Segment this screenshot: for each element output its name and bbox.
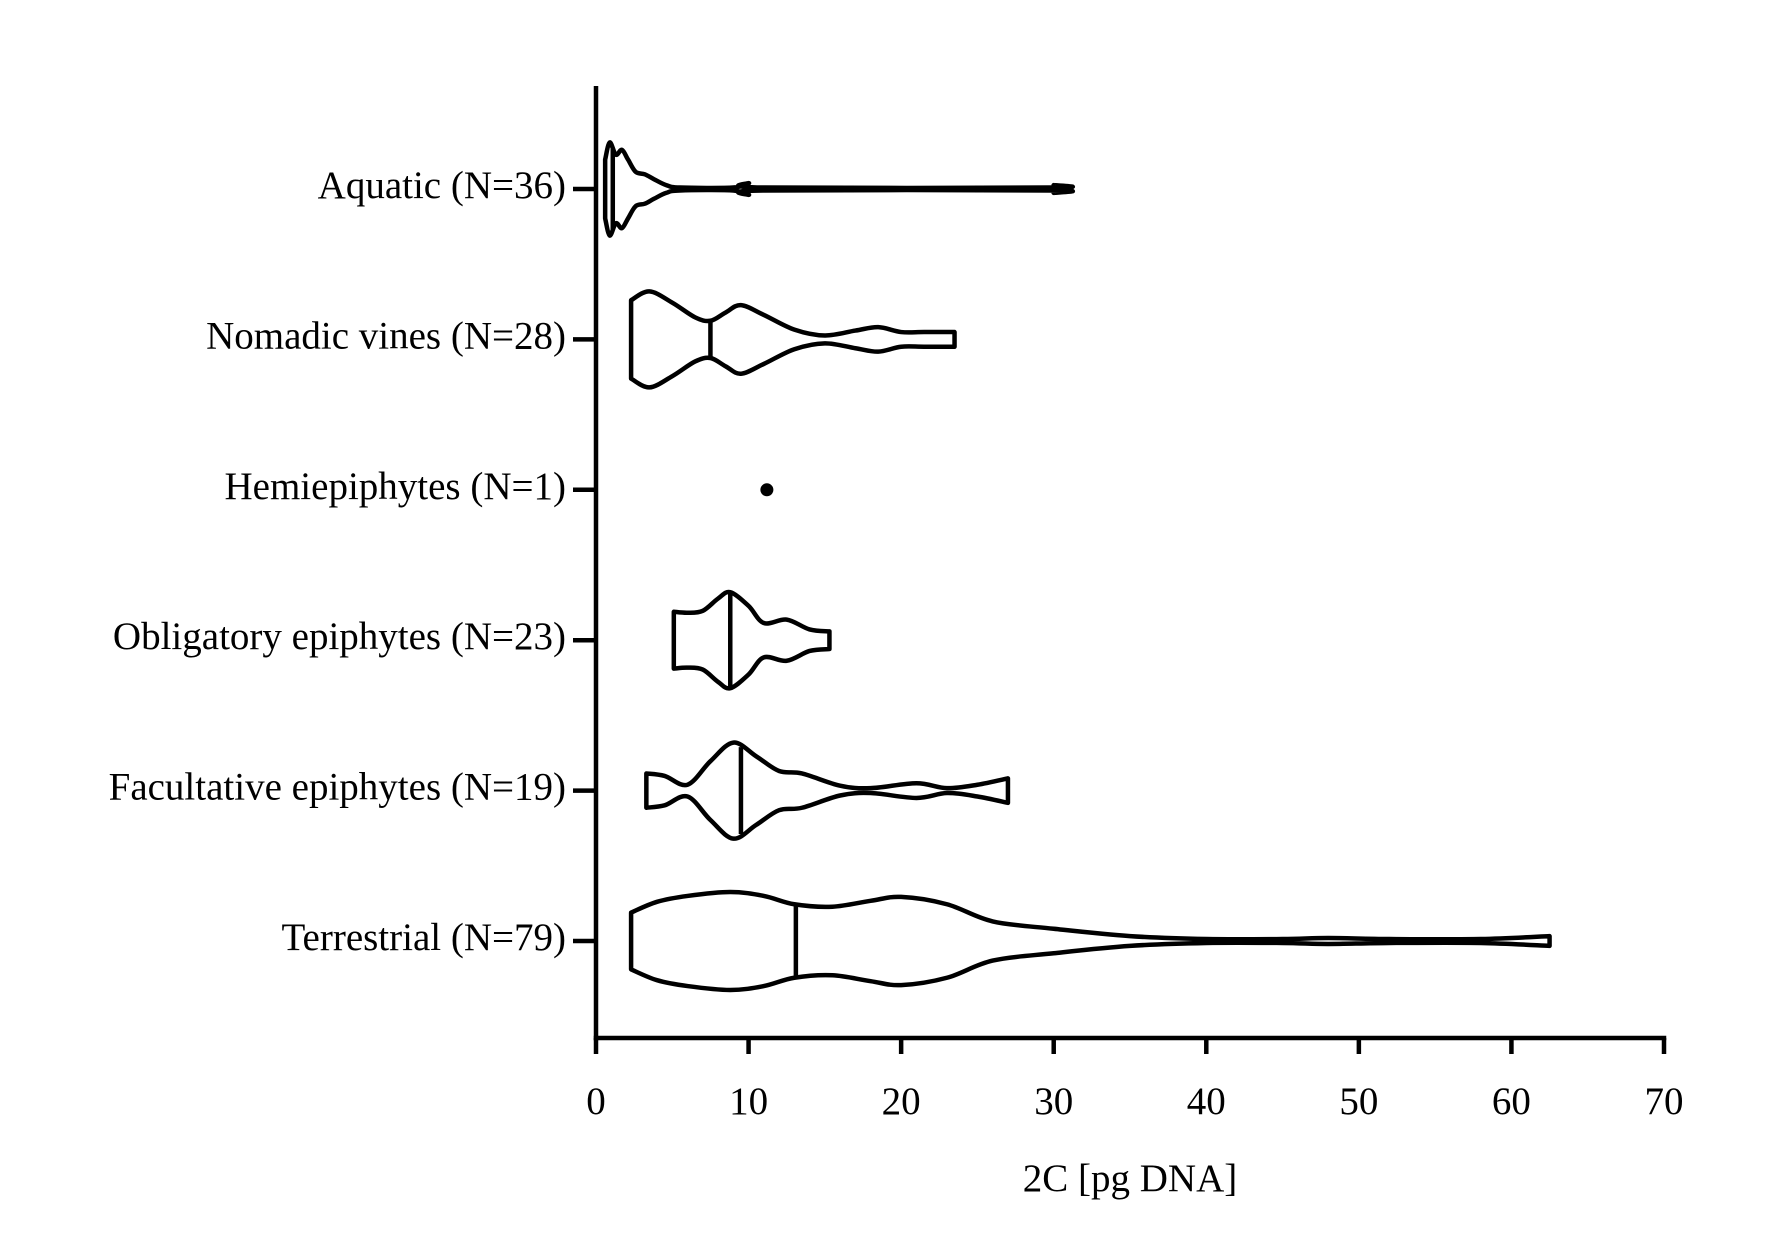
category-label: Hemiepiphytes (N=1)	[225, 465, 567, 508]
x-tick-label: 0	[586, 1080, 606, 1123]
category-label: Obligatory epiphytes (N=23)	[113, 615, 566, 658]
category-label: Facultative epiphytes (N=19)	[109, 766, 566, 809]
x-tick-label: 40	[1187, 1080, 1226, 1123]
x-axis-label: 2C [pg DNA]	[1023, 1157, 1237, 1200]
category-label: Terrestrial (N=79)	[281, 916, 566, 959]
category-label: Nomadic vines (N=28)	[206, 314, 566, 357]
x-tick-label: 70	[1645, 1080, 1684, 1123]
category-label: Aquatic (N=36)	[318, 164, 566, 207]
violin	[602, 140, 1075, 238]
x-tick-label: 30	[1034, 1080, 1073, 1123]
violin	[644, 740, 1011, 841]
violin	[628, 889, 1552, 993]
x-tick-label: 60	[1492, 1080, 1531, 1123]
x-tick-label: 20	[882, 1080, 921, 1123]
data-point	[760, 483, 774, 497]
x-tick-label: 10	[729, 1080, 768, 1123]
violin	[628, 289, 957, 390]
x-tick-label: 50	[1339, 1080, 1378, 1123]
violin	[671, 589, 832, 691]
